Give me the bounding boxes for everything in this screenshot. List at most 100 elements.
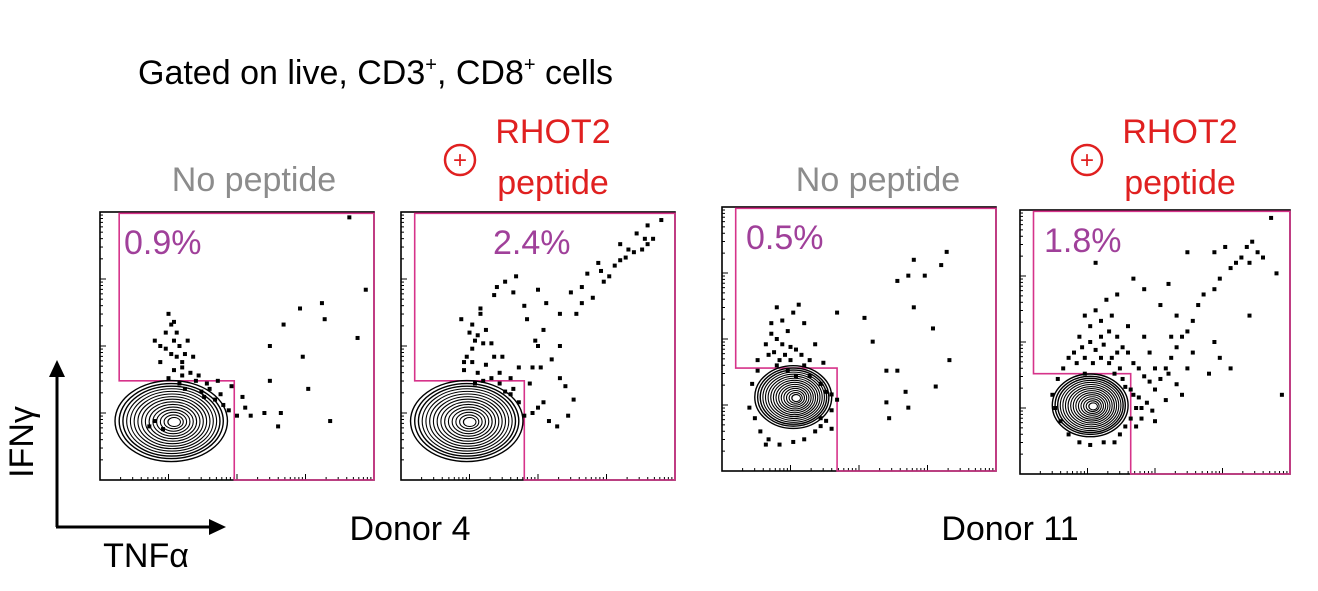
event-dot: [478, 306, 483, 311]
event-dot: [470, 346, 475, 351]
event-dot: [788, 358, 793, 363]
event-dot: [1174, 313, 1179, 318]
event-dot: [766, 352, 771, 357]
event-dot: [818, 381, 823, 386]
event-dot: [226, 408, 231, 413]
event-dot: [1123, 424, 1128, 429]
event-dot: [906, 405, 911, 410]
event-dot: [651, 236, 656, 241]
peptide-label-d11: + RHOT2 peptide: [1070, 113, 1238, 202]
contour-level: [148, 403, 198, 440]
y-axis-arrowhead-icon: [49, 360, 65, 377]
event-dot: [807, 358, 812, 363]
event-dot: [1136, 395, 1141, 400]
event-dot: [180, 365, 185, 370]
event-dot: [884, 368, 889, 373]
event-dot: [793, 347, 798, 352]
event-dot: [1093, 347, 1098, 352]
event-dot: [1104, 297, 1109, 302]
event-dot: [1058, 419, 1063, 424]
gate-outline: [413, 212, 676, 481]
event-dot: [319, 301, 324, 306]
event-dot: [785, 329, 790, 334]
event-dot: [755, 368, 760, 373]
event-dot: [1134, 424, 1139, 429]
event-dot: [1131, 361, 1136, 366]
event-dot: [188, 370, 193, 375]
event-dot: [511, 290, 516, 295]
event-dot: [500, 354, 505, 359]
event-dot: [161, 427, 166, 432]
event-dot: [363, 287, 368, 292]
contour-core: [167, 417, 181, 428]
event-dot: [1109, 355, 1114, 360]
contour-level: [421, 388, 513, 455]
event-dot: [492, 354, 497, 359]
event-dot: [497, 381, 502, 386]
contour-level: [759, 369, 828, 425]
contour-level: [780, 385, 810, 410]
event-dot: [1153, 366, 1157, 371]
event-dot: [758, 429, 763, 434]
contour-level: [447, 406, 490, 437]
event-dot: [1228, 366, 1233, 371]
gate-percent-label: 0.5%: [746, 219, 824, 257]
event-dot: [1234, 260, 1238, 265]
event-dot: [174, 330, 179, 335]
event-dot: [557, 376, 562, 381]
event-dot: [1082, 313, 1087, 318]
y-axis-label: IFNγ: [3, 406, 41, 478]
event-dot: [1212, 250, 1217, 255]
flow-plot-d11-rhot2-peptide: 1.8%: [1019, 209, 1291, 475]
event-dot: [158, 344, 163, 348]
contour-level: [1070, 388, 1113, 424]
gate-percent-label: 2.4%: [493, 224, 571, 262]
event-dot: [516, 400, 521, 405]
x-axis-arrowhead-icon: [209, 519, 226, 535]
contour-level: [1077, 394, 1107, 418]
contour-core: [463, 417, 477, 428]
event-dot: [475, 333, 480, 338]
plus-symbol: +: [1080, 147, 1094, 174]
contour-core: [791, 394, 802, 403]
event-dot: [470, 322, 475, 327]
event-dot: [1112, 440, 1117, 445]
event-dot: [829, 408, 834, 413]
event-dot: [1126, 324, 1130, 329]
event-dot: [1080, 345, 1085, 350]
event-dot: [169, 352, 174, 357]
event-dot: [174, 354, 179, 359]
event-dot: [527, 381, 532, 386]
gate-outline: [734, 207, 997, 472]
contour-level: [137, 396, 208, 447]
event-dot: [601, 279, 606, 284]
event-dot: [911, 305, 916, 310]
contour-level: [783, 387, 808, 408]
event-dot: [835, 397, 840, 402]
event-dot: [193, 378, 198, 383]
event-dot: [1053, 406, 1058, 410]
event-dot: [1117, 432, 1122, 437]
event-dot: [579, 301, 584, 306]
event-dot: [166, 311, 171, 316]
event-dot: [1115, 292, 1120, 297]
gating-caption: Gated on live, CD3+, CD8+ cells: [138, 54, 613, 92]
event-dot: [906, 273, 911, 278]
event-dot: [939, 263, 944, 268]
event-dot: [1166, 371, 1171, 376]
contour-level: [429, 393, 507, 450]
event-dot: [213, 397, 218, 402]
event-dot: [1217, 276, 1222, 281]
contour-level: [1075, 392, 1109, 420]
event-dot: [791, 439, 796, 444]
event-dot: [813, 429, 818, 434]
event-dot: [596, 260, 601, 265]
event-dot: [1082, 355, 1087, 360]
event-dot: [777, 442, 782, 447]
event-dot: [171, 368, 176, 373]
event-dot: [821, 360, 826, 365]
event-dot: [1174, 345, 1179, 350]
gating-caption-prefix: Gated on live, CD3: [138, 54, 425, 92]
event-dot: [546, 419, 551, 424]
event-dot: [785, 368, 790, 373]
